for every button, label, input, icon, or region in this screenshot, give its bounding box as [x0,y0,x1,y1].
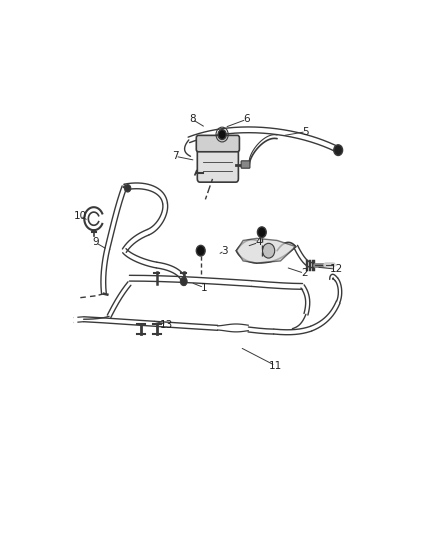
Text: 2: 2 [301,268,307,278]
FancyBboxPatch shape [197,145,238,182]
Circle shape [196,245,205,256]
Text: 7: 7 [172,151,179,161]
Circle shape [258,227,266,238]
Circle shape [218,130,226,140]
Text: 5: 5 [303,127,309,136]
Text: 11: 11 [269,361,282,370]
Text: 13: 13 [160,320,173,329]
FancyBboxPatch shape [241,161,250,168]
Text: 10: 10 [74,211,87,221]
Circle shape [180,277,187,286]
Text: 6: 6 [243,115,250,124]
Text: 9: 9 [92,238,99,247]
Polygon shape [237,238,296,263]
Text: 12: 12 [330,264,343,274]
FancyBboxPatch shape [196,135,240,152]
Text: 4: 4 [255,238,262,247]
Circle shape [334,145,343,156]
Text: 3: 3 [221,246,228,256]
Circle shape [125,184,131,192]
Text: 1: 1 [201,282,208,293]
Circle shape [262,243,275,258]
Text: 8: 8 [189,115,195,124]
